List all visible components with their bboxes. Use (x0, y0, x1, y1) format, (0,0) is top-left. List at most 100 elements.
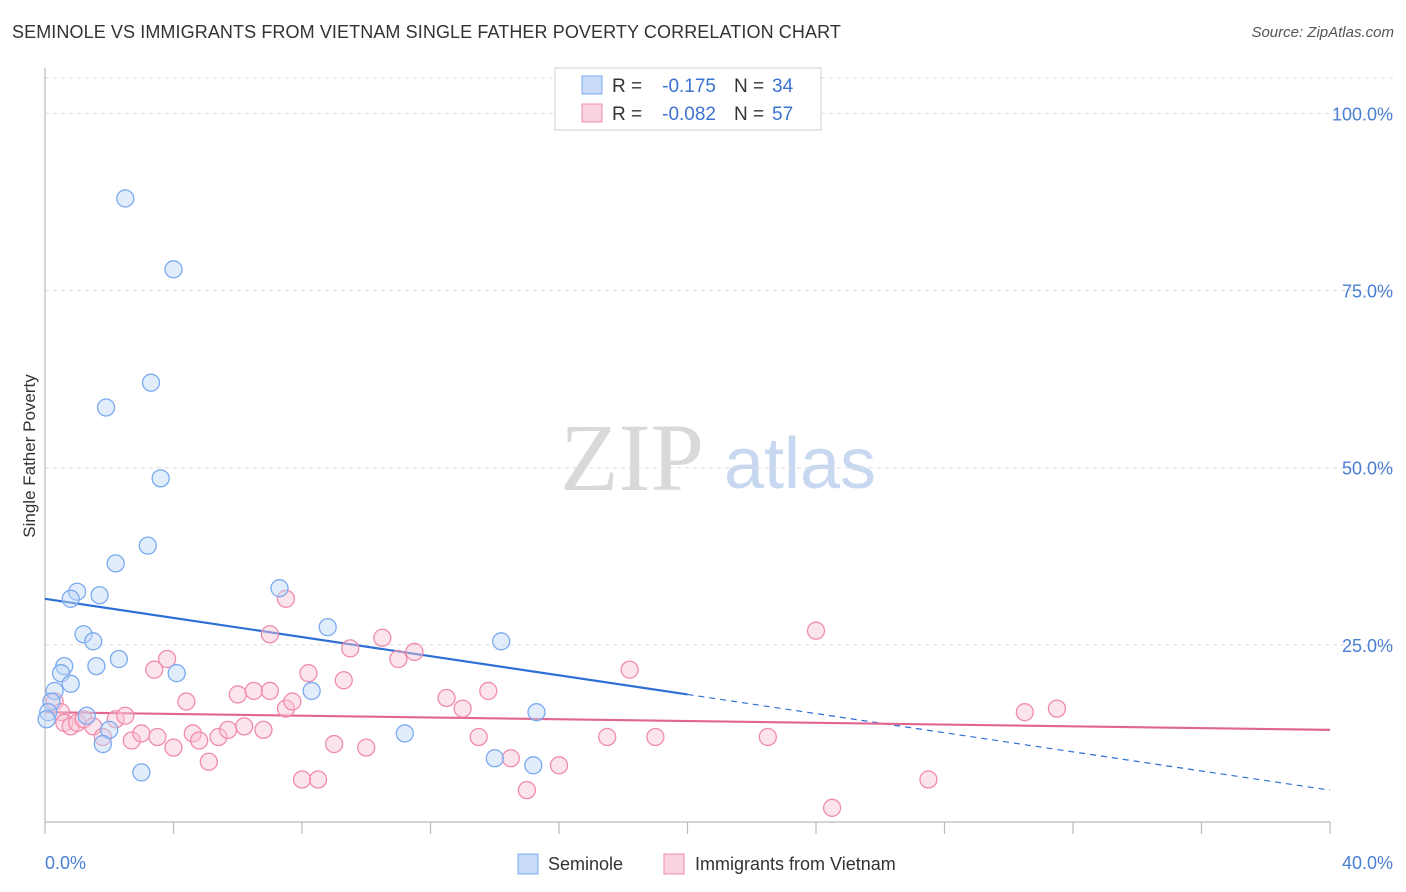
vietnam-point (177, 692, 196, 711)
vietnam-point (919, 770, 938, 789)
gridlines (45, 77, 1395, 646)
vietnam-point (517, 780, 537, 800)
vietnam-point (218, 720, 238, 740)
vietnam-point (276, 699, 296, 718)
vietnam-point (145, 660, 164, 679)
y-axis-label: Single Father Poverty (20, 374, 39, 538)
seminole-point (67, 582, 87, 601)
vietnam-point (106, 710, 125, 729)
legend-swatch-vietnam-bottom (663, 853, 685, 875)
seminole-point (74, 625, 93, 644)
vietnam-point (235, 717, 254, 736)
seminole-point (61, 674, 80, 693)
vietnam-point (479, 681, 498, 701)
legend-n-value-1: 34 (772, 76, 794, 97)
x-tick-label-min: 0.0% (45, 853, 86, 873)
vietnam-point (93, 727, 112, 747)
vietnam-point (183, 724, 202, 743)
vietnam-point (341, 639, 360, 658)
seminole-point (42, 692, 61, 711)
seminole-point (45, 681, 64, 701)
y-tick-label: 75.0% (1342, 282, 1393, 302)
axes (44, 68, 1331, 834)
seminole-point (318, 617, 337, 637)
vietnam-point (164, 738, 183, 757)
vietnam-point (254, 720, 273, 740)
seminole-trend-line (44, 597, 688, 696)
legend-label-vietnam: Immigrants from Vietnam (695, 854, 896, 874)
vietnam-point (501, 749, 520, 768)
vietnam-point (190, 731, 209, 750)
legend-label-seminole: Seminole (548, 854, 623, 874)
seminole-point (141, 373, 161, 392)
seminole-point (77, 706, 96, 725)
seminole-point (164, 260, 183, 279)
seminole-point (395, 724, 414, 743)
seminole-point (93, 734, 112, 754)
seminole-point (84, 632, 103, 651)
legend-r-value-2: -0.082 (662, 104, 716, 125)
seminole-point (109, 649, 129, 669)
vietnam-point (758, 727, 777, 747)
seminole-point (527, 703, 546, 722)
vietnam-point (357, 738, 376, 757)
seminole-point (90, 586, 109, 605)
vietnam-trend-line (44, 711, 1331, 731)
vietnam-point (324, 734, 344, 754)
seminole-point (151, 469, 170, 488)
seminole-point (132, 763, 151, 782)
legend-r-label-1: R = (612, 76, 642, 97)
vietnam-point (122, 731, 141, 750)
watermark-atlas: atlas (724, 424, 876, 504)
watermark-zip: ZIP (560, 404, 704, 511)
seminole-point (96, 398, 116, 417)
seminole-point (106, 554, 125, 573)
seminole-trend-extension (687, 693, 1331, 791)
vietnam-point (373, 628, 392, 647)
vietnam-point (405, 642, 424, 662)
vietnam-point (209, 727, 228, 747)
y-tick-label: 100.0% (1332, 104, 1393, 124)
y-tick-label: 25.0% (1342, 636, 1393, 656)
vietnam-point (157, 649, 177, 669)
seminole-point (116, 189, 135, 208)
vietnam-point (389, 649, 408, 669)
seminole-point (270, 579, 289, 598)
vietnam-point (334, 671, 353, 690)
vietnam-point (228, 685, 247, 704)
legend-n-label-2: N = (734, 104, 764, 125)
legend-swatch-seminole (581, 75, 603, 95)
vietnam-point (646, 727, 665, 747)
vietnam-point (822, 798, 842, 817)
seminole-point (302, 681, 321, 701)
vietnam-point (148, 727, 167, 747)
vietnam-point (199, 752, 218, 771)
vietnam-point (260, 625, 280, 644)
legend-swatch-vietnam (581, 103, 603, 123)
vietnam-point (1015, 703, 1034, 722)
vietnam-point (308, 770, 328, 789)
trend-lines (44, 597, 1331, 791)
vietnam-point (806, 621, 826, 640)
vietnam-point (283, 692, 302, 711)
vietnam-point (469, 727, 488, 747)
vietnam-point (549, 756, 569, 775)
vietnam-point (132, 724, 151, 743)
vietnam-point (292, 770, 312, 789)
seminole-point (87, 656, 106, 676)
legend-swatch-seminole-bottom (517, 853, 539, 875)
seminole-point (167, 664, 186, 683)
tick-labels: 25.0% 50.0% 75.0% 100.0% 0.0% 40.0% (45, 104, 1393, 873)
chart-title: SEMINOLE VS IMMIGRANTS FROM VIETNAM SING… (12, 22, 841, 42)
seminole-point (61, 589, 80, 608)
seminole-point (39, 703, 58, 722)
seminole-point (524, 756, 543, 775)
seminole-point (37, 710, 56, 729)
vietnam-point (116, 706, 135, 725)
legend-n-value-2: 57 (772, 104, 793, 125)
data-points (37, 189, 1067, 817)
vietnam-point (437, 688, 456, 708)
seminole-point (485, 749, 504, 768)
vietnam-point (260, 681, 280, 701)
